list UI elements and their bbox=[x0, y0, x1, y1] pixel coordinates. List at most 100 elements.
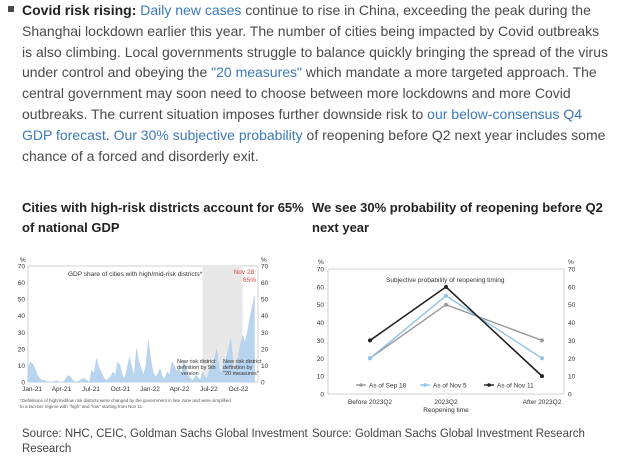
probability-link[interactable]: Our 30% subjective probability bbox=[113, 126, 303, 143]
y-tick-left: 20 bbox=[18, 346, 26, 353]
legend-label: As of Nov 5 bbox=[433, 383, 467, 390]
x-tick-label: Oct-21 bbox=[111, 386, 131, 393]
series-point bbox=[444, 293, 448, 298]
y-tick-left: 60 bbox=[317, 284, 325, 291]
annotation-9th-line3: version bbox=[181, 371, 199, 377]
y-tick-left: 40 bbox=[18, 313, 26, 320]
annotation-20m-line1: New risk district bbox=[223, 359, 262, 365]
series-point bbox=[540, 338, 544, 343]
y-tick-left: 20 bbox=[317, 356, 325, 363]
twenty-measures-link[interactable]: "20 measures" bbox=[211, 64, 303, 81]
x-tick-label: Jan-22 bbox=[140, 386, 160, 393]
y-tick-right: 60 bbox=[568, 284, 576, 291]
y-unit-left: % bbox=[20, 257, 26, 264]
annotation-nov28-line2: 65% bbox=[243, 277, 256, 284]
bullet-icon bbox=[8, 6, 14, 12]
y-tick-right: 70 bbox=[568, 267, 576, 274]
x-tick-label: Jan-21 bbox=[22, 386, 42, 393]
y-tick-right: 10 bbox=[261, 363, 269, 370]
annotation-9th-line1: New risk district bbox=[177, 359, 216, 365]
x-tick-label: After 2023Q2 bbox=[523, 399, 562, 406]
y-tick-left: 70 bbox=[317, 267, 325, 274]
y-tick-right: 10 bbox=[568, 374, 576, 381]
x-axis-label: Reopening time bbox=[423, 407, 469, 414]
para-text-3: . bbox=[105, 126, 114, 143]
daily-cases-link[interactable]: Daily new cases bbox=[140, 2, 242, 18]
y-tick-left: 10 bbox=[317, 374, 325, 381]
legend-marker bbox=[423, 383, 427, 387]
x-tick-label: 2023Q2 bbox=[434, 399, 458, 406]
para-text-2: which mandate a more targeted approach. … bbox=[22, 64, 597, 122]
y-tick-right: 50 bbox=[261, 297, 269, 304]
annotation-20m-line2: definition by bbox=[223, 365, 253, 371]
x-tick-label: Jul-22 bbox=[200, 386, 218, 393]
left-chart-title-line2: of national GDP bbox=[22, 220, 120, 235]
y-tick-left: 30 bbox=[18, 330, 26, 337]
y-unit-left: % bbox=[318, 259, 324, 266]
body-paragraph: Covid risk rising: Daily new cases conti… bbox=[8, 0, 612, 166]
y-tick-right: 70 bbox=[261, 264, 269, 271]
y-tick-right: 30 bbox=[568, 338, 576, 345]
y-tick-right: 60 bbox=[261, 280, 269, 287]
y-tick-left: 40 bbox=[317, 320, 325, 327]
plot-frame bbox=[327, 268, 565, 395]
right-source-line1: Source: Goldman Sachs Global Investment … bbox=[312, 428, 585, 440]
footnote-line2: to a two-tier regime with "high" and "lo… bbox=[20, 404, 143, 409]
series-point bbox=[540, 374, 544, 379]
series-point bbox=[444, 284, 448, 289]
left-chart: 0 0 10 10 20 20 30 30 40 40 50 50 60 60 70 70% % Jan-21 Ap… bbox=[18, 257, 269, 409]
series-point bbox=[540, 356, 544, 361]
legend-label: As of Sep 18 bbox=[369, 383, 407, 390]
y-tick-right: 40 bbox=[568, 320, 576, 327]
y-tick-left: 50 bbox=[18, 297, 26, 304]
lead-text: Covid risk rising: bbox=[22, 2, 137, 18]
y-tick-right: 20 bbox=[261, 346, 269, 353]
right-chart-title-line2: next year bbox=[312, 220, 370, 235]
left-chart-title-line1: Cities with high-risk districts account … bbox=[22, 200, 304, 215]
left-chart-title: Cities with high-risk districts account … bbox=[22, 198, 312, 238]
annotation-nov28-line1: Nov 28: bbox=[234, 269, 257, 276]
x-tick-label: Before 2023Q2 bbox=[348, 399, 392, 406]
y-unit-right: % bbox=[568, 259, 574, 266]
annotation-20m-line3: "20 measures" bbox=[223, 371, 259, 377]
x-tick-label: Jul-21 bbox=[82, 386, 100, 393]
shaded-region bbox=[202, 266, 243, 382]
legend-marker bbox=[359, 383, 363, 387]
y-tick-left: 0 bbox=[320, 392, 324, 399]
y-tick-left: 60 bbox=[18, 280, 26, 287]
chart-inner-title: Subjective probability of reopening timi… bbox=[386, 277, 505, 284]
y-tick-right: 50 bbox=[568, 302, 576, 309]
area-series bbox=[27, 295, 255, 383]
y-tick-right: 0 bbox=[568, 392, 572, 399]
legend-marker bbox=[487, 383, 491, 387]
y-tick-left: 70 bbox=[18, 264, 26, 271]
y-tick-right: 40 bbox=[261, 313, 269, 320]
chart-inner-title: GDP share of cities with high/mid-risk d… bbox=[68, 271, 203, 278]
para-text-1: continue to rise in China, exceeding the… bbox=[22, 2, 608, 81]
x-tick-label: Oct-22 bbox=[229, 386, 249, 393]
y-tick-right: 30 bbox=[261, 330, 269, 337]
left-source-line1: Source: NHC, CEIC, Goldman Sachs Global … bbox=[22, 428, 308, 440]
series-point bbox=[444, 302, 448, 307]
left-source-line2: Research bbox=[22, 443, 72, 455]
annotation-9th-line2: definition by 9th bbox=[177, 365, 216, 371]
series-point bbox=[368, 338, 372, 343]
y-tick-left: 50 bbox=[317, 302, 325, 309]
right-chart-title-line1: We see 30% probability of reopening befo… bbox=[312, 200, 603, 215]
series-point bbox=[368, 356, 372, 361]
y-tick-right: 0 bbox=[261, 380, 265, 387]
right-chart-title: We see 30% probability of reopening befo… bbox=[312, 198, 612, 238]
right-chart-source: Source: Goldman Sachs Global Investment … bbox=[312, 427, 585, 442]
y-tick-right: 20 bbox=[568, 356, 576, 363]
x-tick-label: Apr-21 bbox=[52, 386, 72, 393]
gdp-forecast-link[interactable]: our below-consensus Q4 GDP forecast bbox=[22, 105, 583, 143]
legend-label: As of Nov 11 bbox=[497, 383, 534, 390]
y-tick-left: 10 bbox=[18, 363, 26, 370]
footnote-line1: *Definitions of high/mid/low risk distri… bbox=[20, 398, 231, 403]
para-text-4: of reopening before Q2 next year include… bbox=[22, 126, 606, 164]
left-chart-source: Source: NHC, CEIC, Goldman Sachs Global … bbox=[22, 427, 308, 457]
y-tick-left: 30 bbox=[317, 338, 325, 345]
right-chart: 0 0 10 10 20 20 30 30 40 40 50 50 60 60 70 70% % Subjecti… bbox=[317, 259, 576, 414]
y-tick-left: 0 bbox=[21, 380, 25, 387]
x-tick-label: Apr-22 bbox=[170, 386, 190, 393]
